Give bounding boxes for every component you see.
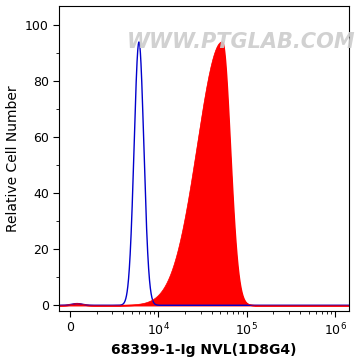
X-axis label: 68399-1-Ig NVL(1D8G4): 68399-1-Ig NVL(1D8G4) (111, 343, 297, 358)
Y-axis label: Relative Cell Number: Relative Cell Number (5, 85, 20, 232)
Text: WWW.PTGLAB.COM: WWW.PTGLAB.COM (127, 32, 356, 52)
